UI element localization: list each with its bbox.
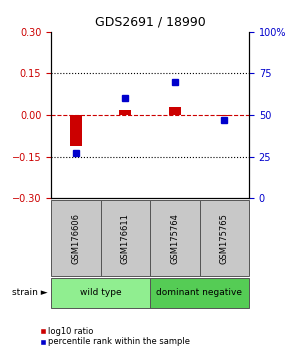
Text: GSM176606: GSM176606 — [71, 212, 80, 264]
Text: strain ►: strain ► — [12, 289, 48, 297]
Text: GSM175764: GSM175764 — [170, 213, 179, 263]
Bar — [100, 200, 150, 276]
Bar — [150, 278, 249, 308]
Bar — [169, 107, 181, 115]
Bar — [51, 278, 150, 308]
Text: GDS2691 / 18990: GDS2691 / 18990 — [94, 16, 206, 29]
Legend: log10 ratio, percentile rank within the sample: log10 ratio, percentile rank within the … — [40, 327, 190, 346]
Text: GSM175765: GSM175765 — [220, 213, 229, 263]
Bar — [218, 115, 230, 116]
Bar — [51, 200, 100, 276]
Text: GSM176611: GSM176611 — [121, 213, 130, 263]
Bar — [200, 200, 249, 276]
Text: dominant negative: dominant negative — [157, 289, 242, 297]
Bar — [150, 200, 200, 276]
Bar — [70, 115, 82, 145]
Text: wild type: wild type — [80, 289, 121, 297]
Bar — [119, 109, 131, 115]
